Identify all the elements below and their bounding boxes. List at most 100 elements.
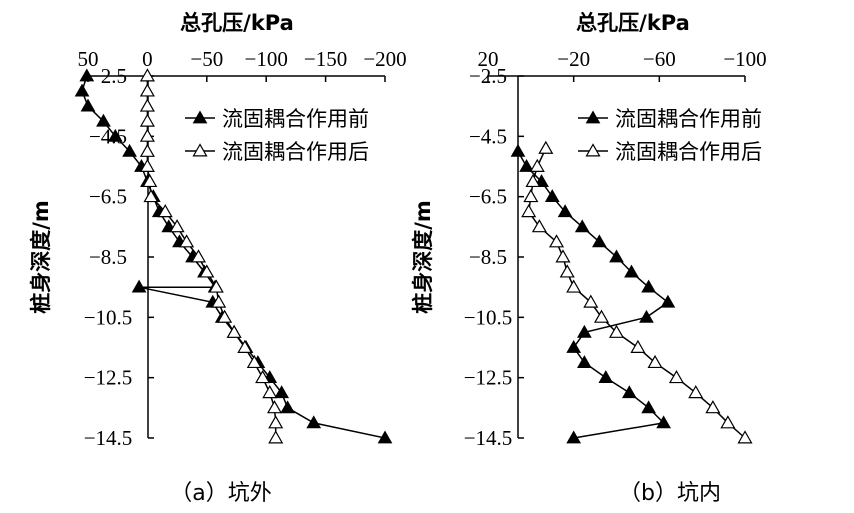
y-tick-label: −4.5 <box>469 124 507 148</box>
series-after-point <box>143 188 159 203</box>
series-after-point <box>720 415 736 429</box>
series-before-point <box>80 98 96 112</box>
series-before-point <box>557 204 573 218</box>
x-axis-title: 总孔压/kPa <box>576 11 690 35</box>
y-tick-label: −10.5 <box>464 305 513 329</box>
series-before-point <box>306 415 322 429</box>
legend-label: 流固耦合作用后 <box>615 140 762 164</box>
series-after-point <box>139 128 155 142</box>
series-after-point <box>688 385 704 399</box>
series-before-point <box>592 234 607 248</box>
series-before-point <box>544 189 560 203</box>
series-before-point <box>577 324 592 338</box>
y-tick-label: −8.5 <box>89 245 127 269</box>
series-after-point <box>139 83 155 97</box>
series-after-point <box>255 369 271 384</box>
x-tick-label: 50 <box>78 47 99 71</box>
y-tick-label: −12.5 <box>84 366 133 390</box>
series-after-point <box>555 249 571 263</box>
series-before-point <box>122 143 137 157</box>
series-before-point <box>79 68 95 82</box>
series-before-point <box>660 294 676 308</box>
series-after-point <box>208 279 224 293</box>
x-tick-label: −100 <box>723 47 766 71</box>
series-before-line <box>517 151 670 439</box>
series-before-point <box>656 415 671 429</box>
series-before-point <box>566 339 582 353</box>
series-after-point <box>608 324 625 338</box>
series-before-point <box>577 355 592 368</box>
x-tick-label: −200 <box>363 47 406 71</box>
series-after-point <box>705 400 721 414</box>
y-tick-label: −2.5 <box>89 64 127 88</box>
x-tick-label: −150 <box>304 47 347 71</box>
series-after-point <box>630 339 646 353</box>
y-tick-label: −2.5 <box>469 64 507 88</box>
series-before-point <box>96 113 111 127</box>
x-tick-label: −100 <box>245 47 288 71</box>
series-after-point <box>559 264 575 278</box>
series-after-point <box>139 143 155 157</box>
y-axis-title: 桩身深度/m <box>29 200 53 314</box>
series-before-point <box>641 279 656 293</box>
series-after-point <box>737 430 753 444</box>
series-before-point <box>131 279 147 293</box>
series-after-point <box>593 309 610 323</box>
series-after-point <box>538 140 554 154</box>
x-axis-title: 总孔压/kPa <box>180 11 294 35</box>
y-tick-label: −6.5 <box>469 185 507 209</box>
series-after-point <box>647 354 663 369</box>
series-before-point <box>280 400 295 414</box>
legend-marker <box>192 110 208 124</box>
series-before-point <box>574 219 590 233</box>
panel-b: 20 −20 −60 −100 总孔压/kPa −2.5 −4.5 −6.5 −8.5 −10.5… <box>411 11 767 506</box>
series-after-point <box>262 385 278 399</box>
series-before-point <box>566 430 582 444</box>
series-after-point <box>523 188 539 203</box>
series-before-point <box>107 128 123 142</box>
series-after-point <box>668 369 685 384</box>
series-after-point <box>157 204 173 218</box>
y-tick-label: −14.5 <box>84 426 133 450</box>
series-after-point <box>583 294 599 308</box>
x-tick-label: −60 <box>643 47 676 71</box>
series-after-point <box>521 204 537 218</box>
series-after-point <box>139 113 155 127</box>
series-before-point <box>74 83 90 97</box>
legend-label: 流固耦合作用前 <box>222 107 369 131</box>
series-after-point <box>199 264 215 278</box>
panel-caption: （b）坑内 <box>619 481 721 506</box>
series-after-point <box>529 158 545 172</box>
x-tick-label: 0 <box>142 47 153 71</box>
series-after-point <box>226 324 242 338</box>
y-tick-label: −4.5 <box>89 124 127 148</box>
series-before-point <box>598 370 614 384</box>
series-after-point <box>525 173 541 188</box>
x-tick-label: −50 <box>190 47 223 71</box>
series-after-point <box>142 173 158 188</box>
x-tick-label: −20 <box>557 47 590 71</box>
series-after-point <box>548 234 565 248</box>
series-before-point <box>519 158 534 172</box>
series-after-point <box>531 219 547 233</box>
series-after-point <box>566 279 582 293</box>
y-tick-label: −10.5 <box>84 305 133 329</box>
series-before-point <box>377 430 393 444</box>
series-after-point <box>139 68 155 82</box>
series-after-point <box>190 249 207 263</box>
legend-marker <box>585 143 601 157</box>
series-after-point <box>217 309 233 323</box>
series-after-point <box>139 98 155 112</box>
series-after-point <box>237 339 253 353</box>
series-before-point <box>624 264 639 278</box>
series-before-point <box>609 249 624 263</box>
legend-label: 流固耦合作用后 <box>222 140 369 164</box>
series-before-point <box>621 385 637 399</box>
y-tick-label: −14.5 <box>464 426 513 450</box>
y-axis-title: 桩身深度/m <box>411 200 435 314</box>
series-after-point <box>268 430 284 444</box>
series-after-point <box>179 234 195 248</box>
legend-marker <box>192 143 208 157</box>
panel-caption: （a）坑外 <box>170 481 271 506</box>
